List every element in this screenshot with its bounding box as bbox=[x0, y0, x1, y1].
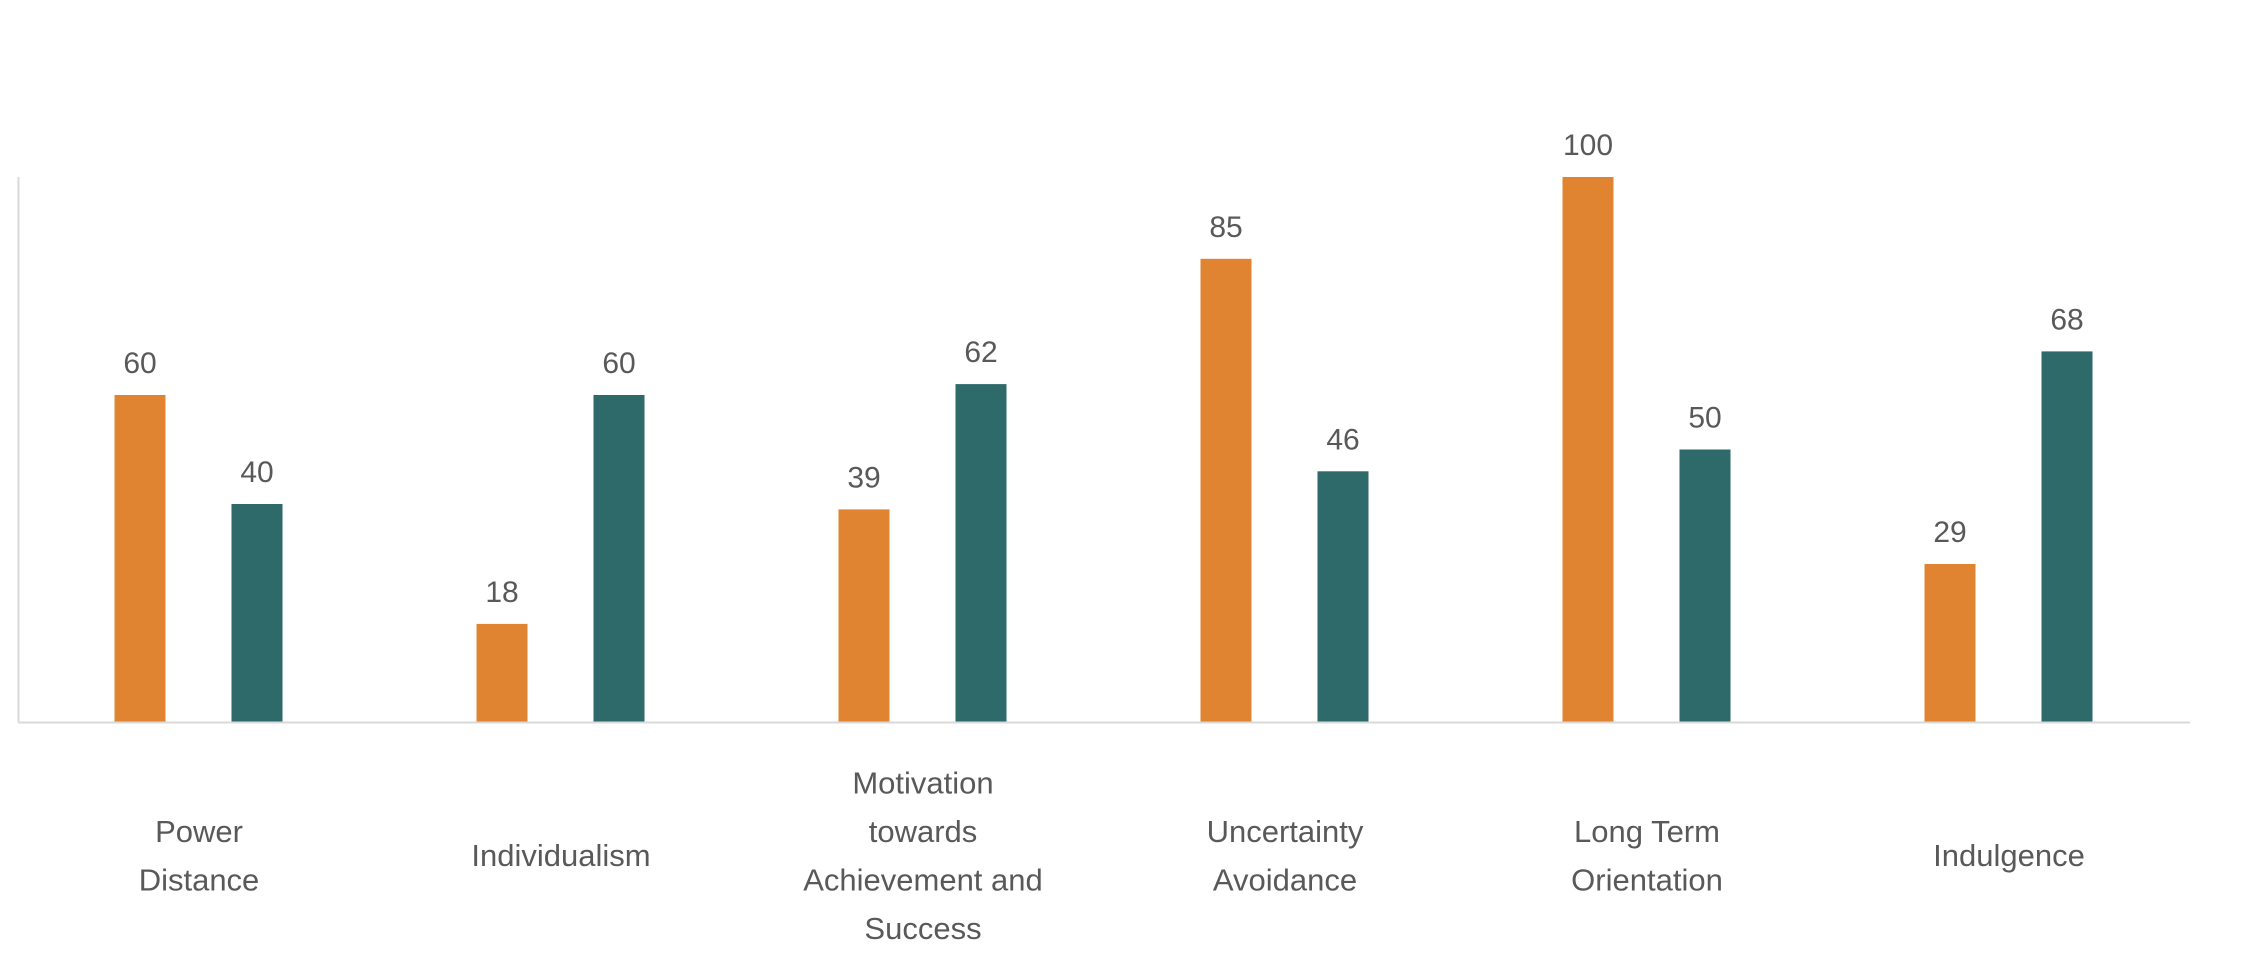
data-labels-layer: 60 40 18 60 39 62 85 46 100 50 29 68 bbox=[123, 129, 2083, 609]
bar-long-term-orientation-series-1 bbox=[1562, 177, 1614, 722]
category-label-individualism: Individualism bbox=[471, 838, 650, 873]
bar-individualism-series-2 bbox=[593, 395, 645, 722]
bar-uncertainty-avoidance-series-2 bbox=[1317, 471, 1369, 722]
category-label-line: Long Term bbox=[1574, 814, 1720, 849]
category-label-line: Success bbox=[864, 911, 981, 946]
category-label-line: Indulgence bbox=[1933, 838, 2085, 873]
category-label-line: Achievement and bbox=[803, 862, 1043, 897]
category-label-line: Orientation bbox=[1571, 862, 1723, 897]
data-label-power-distance-series-1: 60 bbox=[123, 347, 156, 380]
category-label-line: Avoidance bbox=[1213, 862, 1357, 897]
category-label-line: towards bbox=[869, 814, 978, 849]
data-label-indulgence-series-2: 68 bbox=[2050, 303, 2083, 336]
data-label-uncertainty-avoidance-series-1: 85 bbox=[1209, 211, 1242, 244]
axes-layer bbox=[17, 177, 2190, 724]
category-label-line: Individualism bbox=[471, 838, 650, 873]
data-label-uncertainty-avoidance-series-2: 46 bbox=[1326, 423, 1359, 456]
category-label-motivation-towards-achievement-and-success: Motivation towards Achievement and Success bbox=[803, 765, 1043, 946]
data-label-individualism-series-1: 18 bbox=[485, 576, 518, 609]
bars-layer bbox=[114, 177, 2093, 723]
data-label-individualism-series-2: 60 bbox=[602, 347, 635, 380]
bar-uncertainty-avoidance-series-1 bbox=[1200, 258, 1252, 723]
bar-indulgence-series-1 bbox=[1924, 564, 1976, 723]
bar-power-distance-series-2 bbox=[231, 504, 283, 722]
bar-long-term-orientation-series-2 bbox=[1679, 449, 1731, 722]
bar-motivation-towards-achievement-and-success-series-2 bbox=[955, 384, 1007, 722]
category-labels-layer: Power Distance Individualism Motivation towa… bbox=[139, 765, 2085, 946]
category-label-line: Distance bbox=[139, 862, 260, 897]
category-label-line: Power bbox=[155, 814, 243, 849]
category-label-long-term-orientation: Long Term Orientation bbox=[1571, 814, 1723, 898]
data-label-motivation-towards-achievement-and-success-series-2: 62 bbox=[964, 336, 997, 369]
bar-power-distance-series-1 bbox=[114, 395, 166, 722]
bar-indulgence-series-2 bbox=[2041, 351, 2093, 722]
bar-motivation-towards-achievement-and-success-series-1 bbox=[838, 509, 890, 722]
bar-individualism-series-1 bbox=[476, 623, 528, 722]
data-label-long-term-orientation-series-2: 50 bbox=[1688, 402, 1721, 435]
category-label-line: Uncertainty bbox=[1207, 814, 1364, 849]
category-label-indulgence: Indulgence bbox=[1933, 838, 2085, 873]
category-label-power-distance: Power Distance bbox=[139, 814, 260, 898]
data-label-long-term-orientation-series-1: 100 bbox=[1563, 129, 1613, 162]
data-label-power-distance-series-2: 40 bbox=[240, 456, 273, 489]
category-label-line: Motivation bbox=[852, 765, 993, 800]
data-label-motivation-towards-achievement-and-success-series-1: 39 bbox=[847, 461, 880, 494]
category-label-uncertainty-avoidance: Uncertainty Avoidance bbox=[1207, 814, 1364, 898]
data-label-indulgence-series-1: 29 bbox=[1933, 516, 1966, 549]
